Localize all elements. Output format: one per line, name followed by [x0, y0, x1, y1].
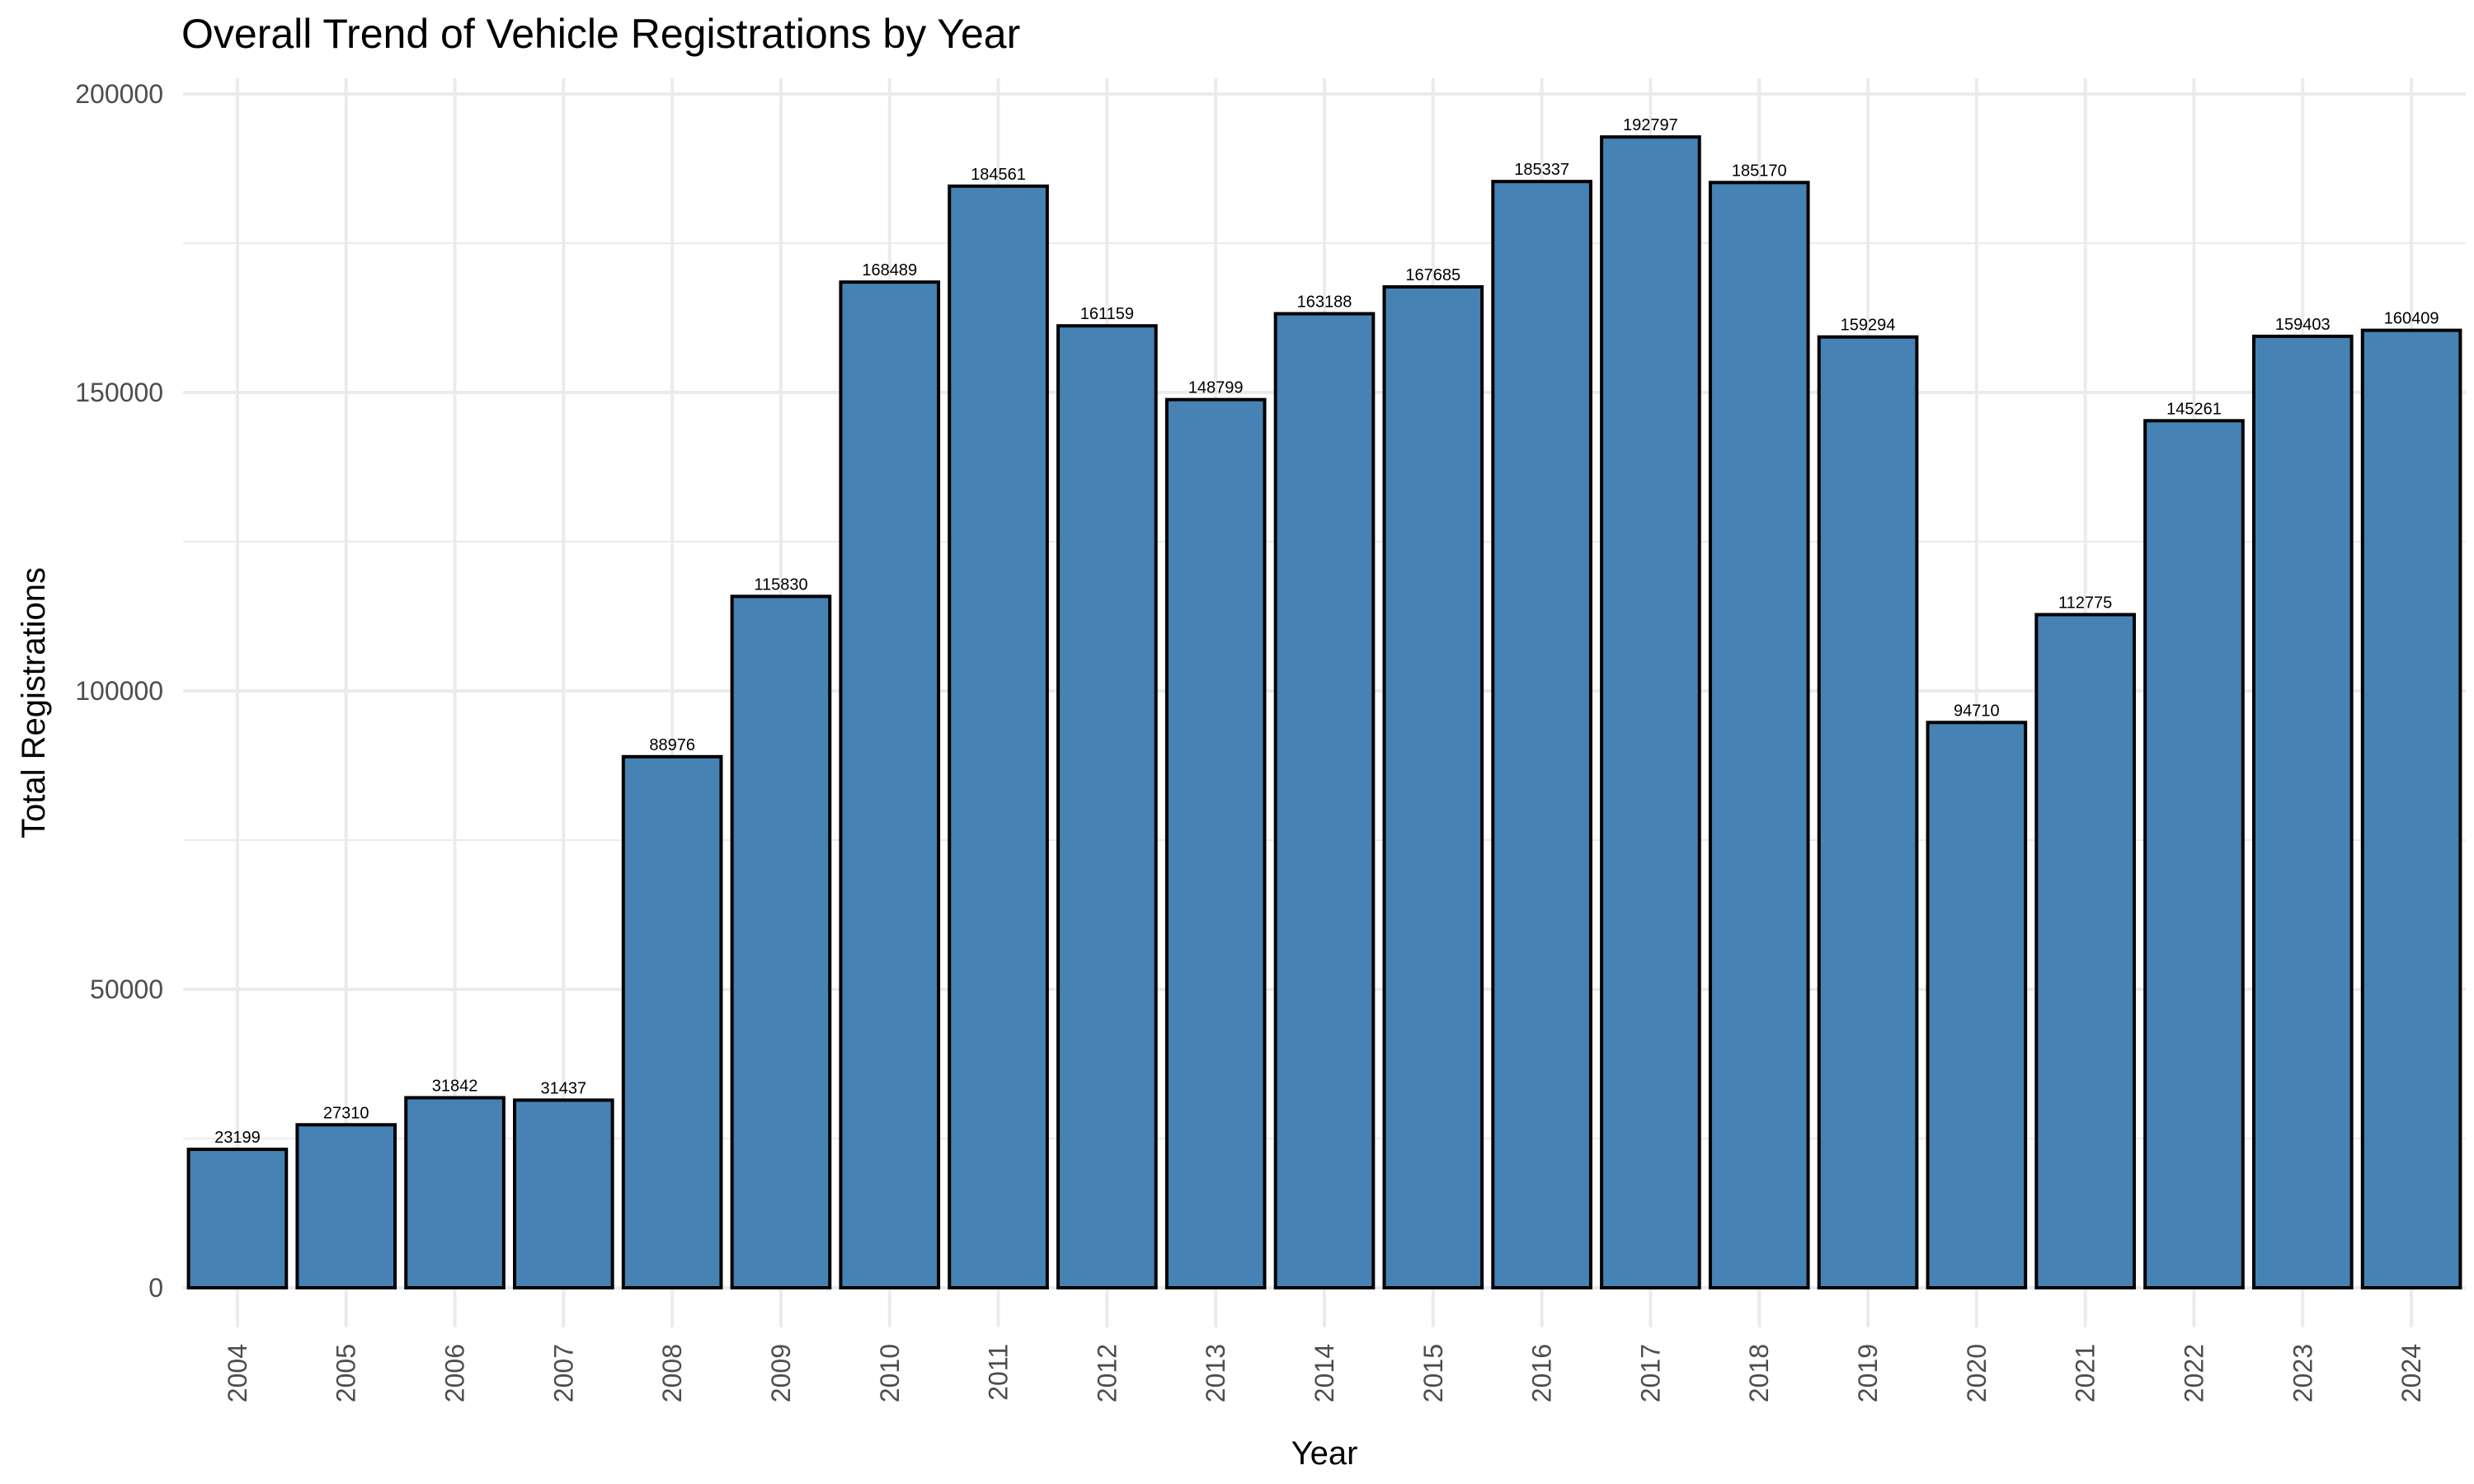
bar-2011 — [948, 184, 1049, 1290]
bar-2005 — [295, 1123, 397, 1290]
x-tick-label: 2004 — [223, 1344, 252, 1402]
data-label-2010: 168489 — [862, 261, 917, 279]
x-tick-label: 2014 — [1310, 1344, 1339, 1402]
data-label-2018: 185170 — [1732, 162, 1787, 180]
y-axis-title: Total Registrations — [16, 567, 52, 838]
data-label-2020: 94710 — [1954, 702, 2000, 720]
x-tick-label: 2006 — [440, 1344, 470, 1402]
data-label-2008: 88976 — [649, 736, 695, 754]
bar-2016 — [1491, 180, 1592, 1289]
bar-2019 — [1817, 335, 1919, 1289]
bar-2024 — [2360, 328, 2462, 1290]
data-label-2007: 31437 — [541, 1079, 587, 1097]
data-labels: 23199 27310 31842 31437 88976 115830 168489 184… — [214, 116, 2439, 1147]
y-tick-label: 150000 — [75, 378, 163, 407]
x-tick-label: 2018 — [1744, 1344, 1774, 1402]
data-label-2006: 31842 — [432, 1077, 478, 1095]
x-tick-label: 2022 — [2179, 1344, 2208, 1402]
bar-2014 — [1273, 312, 1376, 1289]
x-tick-label: 2011 — [984, 1344, 1014, 1401]
chart-title: Overall Trend of Vehicle Registrations b… — [181, 11, 1021, 57]
bar-2006 — [404, 1096, 506, 1289]
x-tick-label: 2023 — [2288, 1344, 2317, 1402]
x-tick-label: 2005 — [332, 1344, 361, 1402]
x-tick-label: 2008 — [657, 1344, 687, 1402]
bar-2013 — [1164, 397, 1267, 1290]
x-tick-label: 2019 — [1853, 1344, 1883, 1402]
x-tick-label: 2007 — [548, 1344, 578, 1402]
data-label-2013: 148799 — [1188, 379, 1244, 397]
x-axis-ticks: 2004 2005 2006 2007 2008 2009 2010 2011 2012 2013… — [223, 1344, 2426, 1402]
x-tick-label: 2020 — [1962, 1344, 1992, 1402]
bar-2021 — [2034, 613, 2136, 1289]
y-tick-label: 200000 — [75, 79, 163, 109]
bar-2015 — [1382, 284, 1484, 1290]
data-label-2019: 159294 — [1841, 317, 1896, 335]
x-axis-title: Year — [1291, 1435, 1358, 1472]
bar-2004 — [186, 1148, 289, 1289]
x-tick-label: 2009 — [766, 1344, 796, 1402]
y-tick-label: 0 — [148, 1273, 163, 1303]
data-label-2005: 27310 — [323, 1104, 369, 1122]
x-tick-label: 2015 — [1418, 1344, 1448, 1402]
bar-2018 — [1708, 181, 1810, 1290]
x-tick-label: 2013 — [1201, 1344, 1230, 1402]
data-label-2012: 161159 — [1080, 305, 1134, 323]
data-label-2023: 159403 — [2275, 316, 2331, 334]
bar-2017 — [1600, 135, 1701, 1289]
data-label-2015: 167685 — [1405, 266, 1460, 284]
x-tick-label: 2010 — [875, 1344, 905, 1402]
x-tick-label: 2012 — [1092, 1344, 1122, 1402]
bar-2007 — [513, 1098, 614, 1289]
data-label-2009: 115830 — [754, 575, 807, 594]
bars — [186, 135, 2462, 1290]
y-axis-ticks: 0 50000 100000 150000 200000 — [75, 79, 163, 1303]
data-label-2021: 112775 — [2058, 594, 2112, 613]
data-label-2017: 192797 — [1623, 116, 1678, 134]
x-tick-label: 2024 — [2396, 1344, 2426, 1402]
bar-2022 — [2143, 419, 2245, 1290]
bar-2020 — [1926, 721, 2028, 1289]
bar-2009 — [730, 594, 832, 1289]
bar-2023 — [2251, 334, 2354, 1290]
y-tick-label: 50000 — [90, 974, 163, 1004]
x-tick-label: 2021 — [2071, 1344, 2100, 1402]
y-tick-label: 100000 — [75, 676, 163, 706]
bar-2010 — [839, 280, 941, 1289]
x-tick-label: 2016 — [1527, 1344, 1557, 1402]
data-label-2022: 145261 — [2166, 400, 2222, 418]
data-label-2024: 160409 — [2384, 310, 2439, 328]
data-label-2016: 185337 — [1514, 161, 1569, 179]
data-label-2011: 184561 — [971, 166, 1026, 184]
data-label-2014: 163188 — [1297, 294, 1352, 312]
data-label-2004: 23199 — [214, 1129, 261, 1147]
bar-2008 — [621, 754, 723, 1289]
bar-2012 — [1056, 324, 1158, 1289]
x-tick-label: 2017 — [1635, 1344, 1665, 1402]
